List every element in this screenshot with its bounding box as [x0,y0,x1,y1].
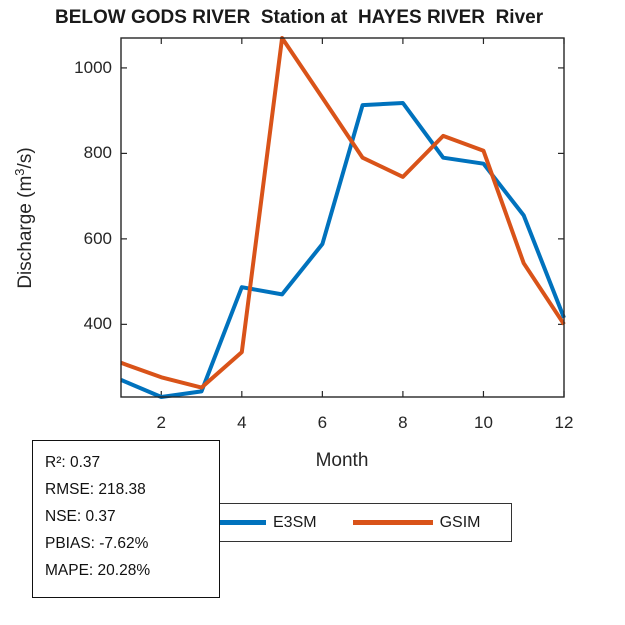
x-tick-label-6: 6 [317,413,328,432]
series-lines [120,36,566,399]
series-line-e3sm [120,101,566,399]
stat-mape: MAPE: 20.28% [45,562,151,579]
stats-annotation-box: R²: 0.37 RMSE: 218.38 NSE: 0.37 PBIAS: -… [32,440,220,598]
e3sm-line-sample [186,520,266,525]
gsim-line-sample [352,520,433,525]
stat-nse: NSE: 0.37 [45,508,116,525]
x-tick-label-12: 12 [554,413,574,432]
y-tick-label-1000: 1000 [74,57,112,77]
x-tick-label-2: 2 [156,413,166,432]
chart-title: BELOW GODS RIVER Station at HAYES RIVER … [55,7,544,28]
legend-box: E3SM GSIM [176,503,512,542]
x-tick-label-4: 4 [237,413,247,432]
stat-pbias: PBIAS: -7.62% [45,535,149,552]
y-tick-label-600: 600 [83,228,112,248]
x-tick-label-8: 8 [398,413,408,432]
legend-label-e3sm: E3SM [273,513,317,531]
legend-entry-gsim: GSIM [352,513,481,532]
x-axis-label: Month [315,450,369,471]
legend-entry-e3sm: E3SM [186,514,317,532]
stat-r-squared: R²: 0.37 [45,454,101,471]
series-line-gsim [120,36,566,390]
legend-label-gsim: GSIM [439,513,481,531]
tick-marks [121,38,565,397]
y-tick-label-800: 800 [83,143,112,163]
x-tick-label-10: 10 [473,413,493,432]
y-axis-label-superscript: 3 [12,168,27,176]
stat-rmse: RMSE: 218.38 [45,481,146,498]
y-tick-label-400: 400 [83,314,112,334]
axes-box [120,37,565,398]
